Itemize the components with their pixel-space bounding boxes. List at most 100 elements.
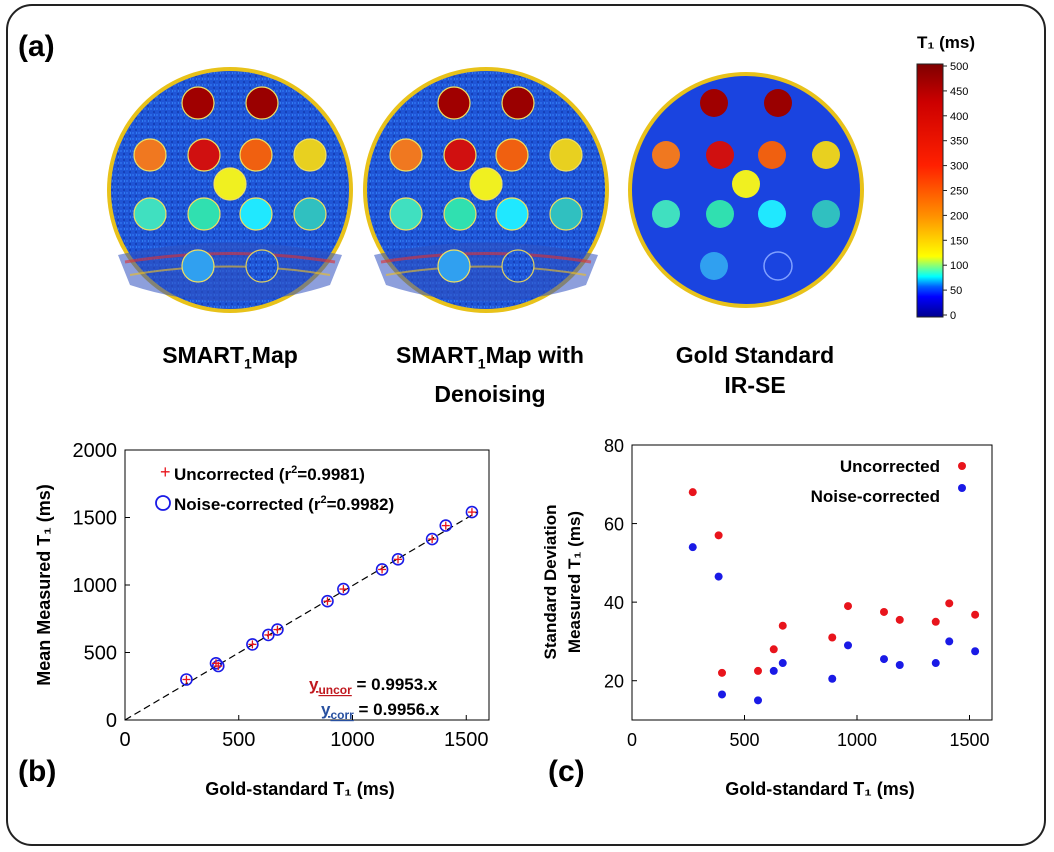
data-points [688, 488, 980, 705]
point-noise-corrected [271, 623, 284, 636]
point-noise-corrected [718, 690, 726, 699]
artifact-streak [124, 252, 336, 264]
point-noise-corrected [375, 563, 389, 576]
vial [239, 197, 273, 231]
point-uncorrected [467, 508, 476, 517]
point-noise-corrected [180, 673, 193, 686]
point-noise-corrected [391, 553, 405, 566]
point-uncorrected [264, 630, 273, 639]
colorbar-title: T₁ (ms) [917, 33, 975, 52]
vial [764, 89, 792, 117]
map-label-rest: Map [251, 342, 298, 368]
plot-area [631, 444, 993, 721]
colorbar-tick-label: 300 [950, 161, 968, 173]
map-label-name: Gold Standard [675, 342, 835, 368]
t1-maps [107, 67, 864, 313]
y-tick-label: 60 [604, 515, 624, 535]
vial [700, 252, 728, 280]
y-tick-label: 40 [604, 593, 624, 613]
x-tick-label: 500 [729, 730, 759, 750]
point-noise-corrected [714, 572, 723, 581]
point-noise-corrected [895, 661, 904, 669]
point-uncorrected [754, 666, 762, 675]
y-tick-label: 20 [604, 672, 624, 692]
colorbar-tick-label: 50 [950, 285, 962, 297]
colorbar-gradient [916, 63, 944, 318]
vial [549, 197, 583, 231]
map-label-subscript: 1 [243, 355, 252, 372]
artifact-streak [385, 265, 587, 276]
legend-corrected: Noise-corrected (r2=0.9982) [174, 494, 394, 514]
vial [812, 141, 840, 169]
fit-line [124, 511, 478, 721]
vial [732, 170, 760, 198]
vial [187, 138, 221, 172]
map-label-line2: IR-SE [724, 372, 786, 398]
vials [133, 86, 327, 283]
chart-sd-t1: 0 500 1000 1500 20 40 60 80 Gold-standard T₁ (m… [541, 436, 993, 799]
map-smart1map-denoising [363, 67, 609, 313]
point-uncorrected [844, 602, 852, 611]
point-noise-corrected [465, 505, 479, 519]
point-uncorrected [971, 610, 980, 619]
map-label-name: SMART [162, 342, 244, 368]
y-tick-label: 1500 [73, 508, 118, 530]
colorbar-tick-label: 0 [950, 310, 956, 322]
chart-mean-t1: 0 500 1000 1500 0 500 1000 1500 2000 Gold-standa… [34, 440, 490, 799]
point-uncorrected [895, 615, 904, 624]
y-tick-label: 2000 [73, 440, 118, 462]
point-noise-corrected [337, 582, 350, 596]
panel-label-b: (b) [18, 755, 57, 788]
vial [763, 251, 793, 281]
point-noise-corrected [688, 543, 697, 552]
point-noise-corrected [425, 532, 439, 546]
x-tick-label: 1500 [444, 729, 489, 751]
point-uncorrected [339, 585, 348, 594]
colorbar-tick-label: 350 [950, 136, 968, 148]
vial [652, 200, 680, 228]
vial [293, 197, 327, 231]
panel-label-a: (a) [18, 30, 55, 63]
colorbar-tick-label: 250 [950, 186, 968, 198]
eq-value: = 0.9953.x [352, 675, 438, 694]
vial [181, 86, 215, 120]
legend-marker-uncorrected [958, 462, 966, 470]
eq-subscript: corr [330, 708, 354, 722]
vials [652, 89, 840, 281]
x-tick-label: 1000 [330, 729, 375, 751]
point-noise-corrected [211, 659, 225, 673]
vial [133, 138, 167, 172]
point-uncorrected [778, 621, 787, 630]
colorbar-tick-label: 450 [950, 86, 968, 98]
point-uncorrected [441, 521, 450, 530]
point-uncorrected [378, 565, 387, 574]
legend-marker-corrected [958, 484, 966, 492]
point-uncorrected [323, 597, 332, 606]
vial [495, 138, 529, 172]
y-axis-label-line1: Standard Deviation [541, 505, 560, 660]
colorbar-tick-label: 150 [950, 235, 968, 247]
y-tick-label: 0 [106, 710, 117, 732]
point-noise-corrected [321, 594, 334, 608]
artifact-streak [380, 252, 592, 264]
vials [389, 86, 583, 283]
point-uncorrected [880, 607, 888, 616]
eq-value: = 0.9956.x [354, 700, 440, 719]
point-noise-corrected [778, 659, 787, 668]
map-label-subscript: 1 [477, 355, 486, 372]
point-noise-corrected [209, 656, 223, 670]
map-smart1map [107, 67, 353, 313]
vial [213, 167, 247, 201]
legend-uncorrected: Uncorrected [840, 457, 940, 476]
colorbar-tick-label: 500 [950, 61, 968, 73]
eq-subscript: uncor [318, 683, 352, 697]
x-axis-label: Gold-standard T₁ (ms) [725, 779, 914, 799]
vial [495, 197, 529, 231]
legend-marker-corrected [155, 495, 171, 511]
point-uncorrected [714, 531, 723, 540]
vial [133, 197, 167, 231]
map-label-line2: Denoising [434, 380, 546, 407]
vial [187, 197, 221, 231]
data-points [180, 505, 479, 686]
